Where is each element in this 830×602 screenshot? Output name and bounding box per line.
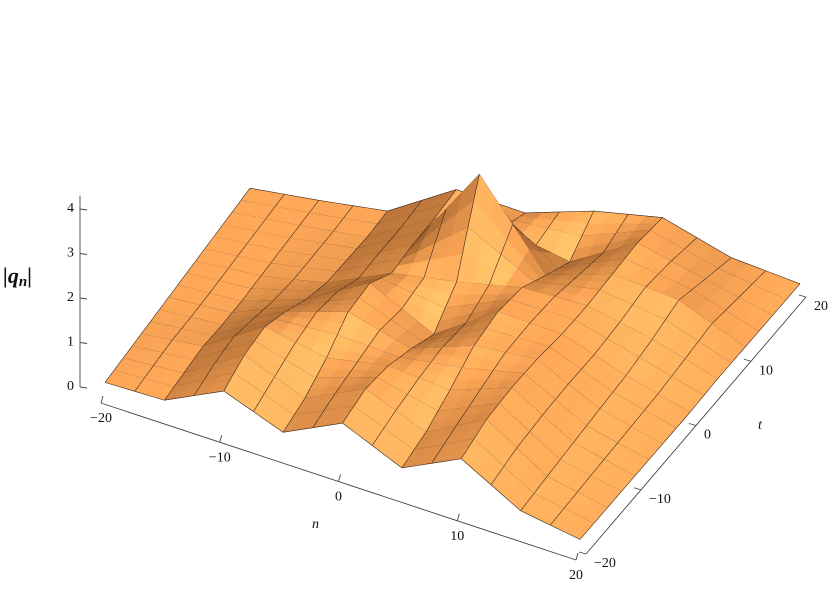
z-label-part: | bbox=[27, 263, 32, 288]
y-tick-label: 10 bbox=[759, 363, 773, 378]
z-label-sub: n bbox=[19, 274, 27, 290]
z-tick bbox=[80, 343, 87, 344]
y-tick-label: 0 bbox=[704, 428, 711, 443]
x-tick bbox=[220, 435, 222, 442]
x-tick-label: 20 bbox=[569, 568, 583, 583]
x-tick bbox=[576, 553, 578, 560]
x-tick bbox=[101, 396, 103, 403]
z-tick-label: 2 bbox=[67, 290, 74, 305]
y-tick bbox=[634, 488, 641, 490]
z-axis-label: |qn| bbox=[3, 263, 32, 290]
z-tick bbox=[80, 298, 87, 299]
z-tick-label: 3 bbox=[67, 246, 74, 261]
x-tick-label: −10 bbox=[209, 450, 231, 465]
y-tick bbox=[689, 424, 696, 426]
y-tick bbox=[579, 552, 586, 554]
z-tick bbox=[80, 254, 87, 255]
x-tick bbox=[339, 475, 341, 482]
y-axis-label: t bbox=[758, 418, 763, 433]
x-axis-label: n bbox=[312, 517, 319, 532]
y-tick bbox=[799, 295, 806, 297]
z-label-part: |q bbox=[3, 263, 19, 288]
x-tick bbox=[457, 514, 459, 521]
z-tick-label: 1 bbox=[67, 335, 74, 350]
z-tick-label: 0 bbox=[67, 379, 74, 394]
z-tick bbox=[80, 387, 87, 388]
x-tick-label: 0 bbox=[335, 490, 342, 505]
y-tick bbox=[744, 359, 751, 361]
z-tick bbox=[80, 209, 87, 210]
y-tick-label: −10 bbox=[649, 492, 671, 507]
y-tick-label: 20 bbox=[814, 299, 828, 314]
x-tick-label: −20 bbox=[90, 411, 112, 426]
z-tick-label: 4 bbox=[67, 201, 74, 216]
x-tick-label: 10 bbox=[450, 529, 464, 544]
y-tick-label: −20 bbox=[594, 556, 616, 571]
